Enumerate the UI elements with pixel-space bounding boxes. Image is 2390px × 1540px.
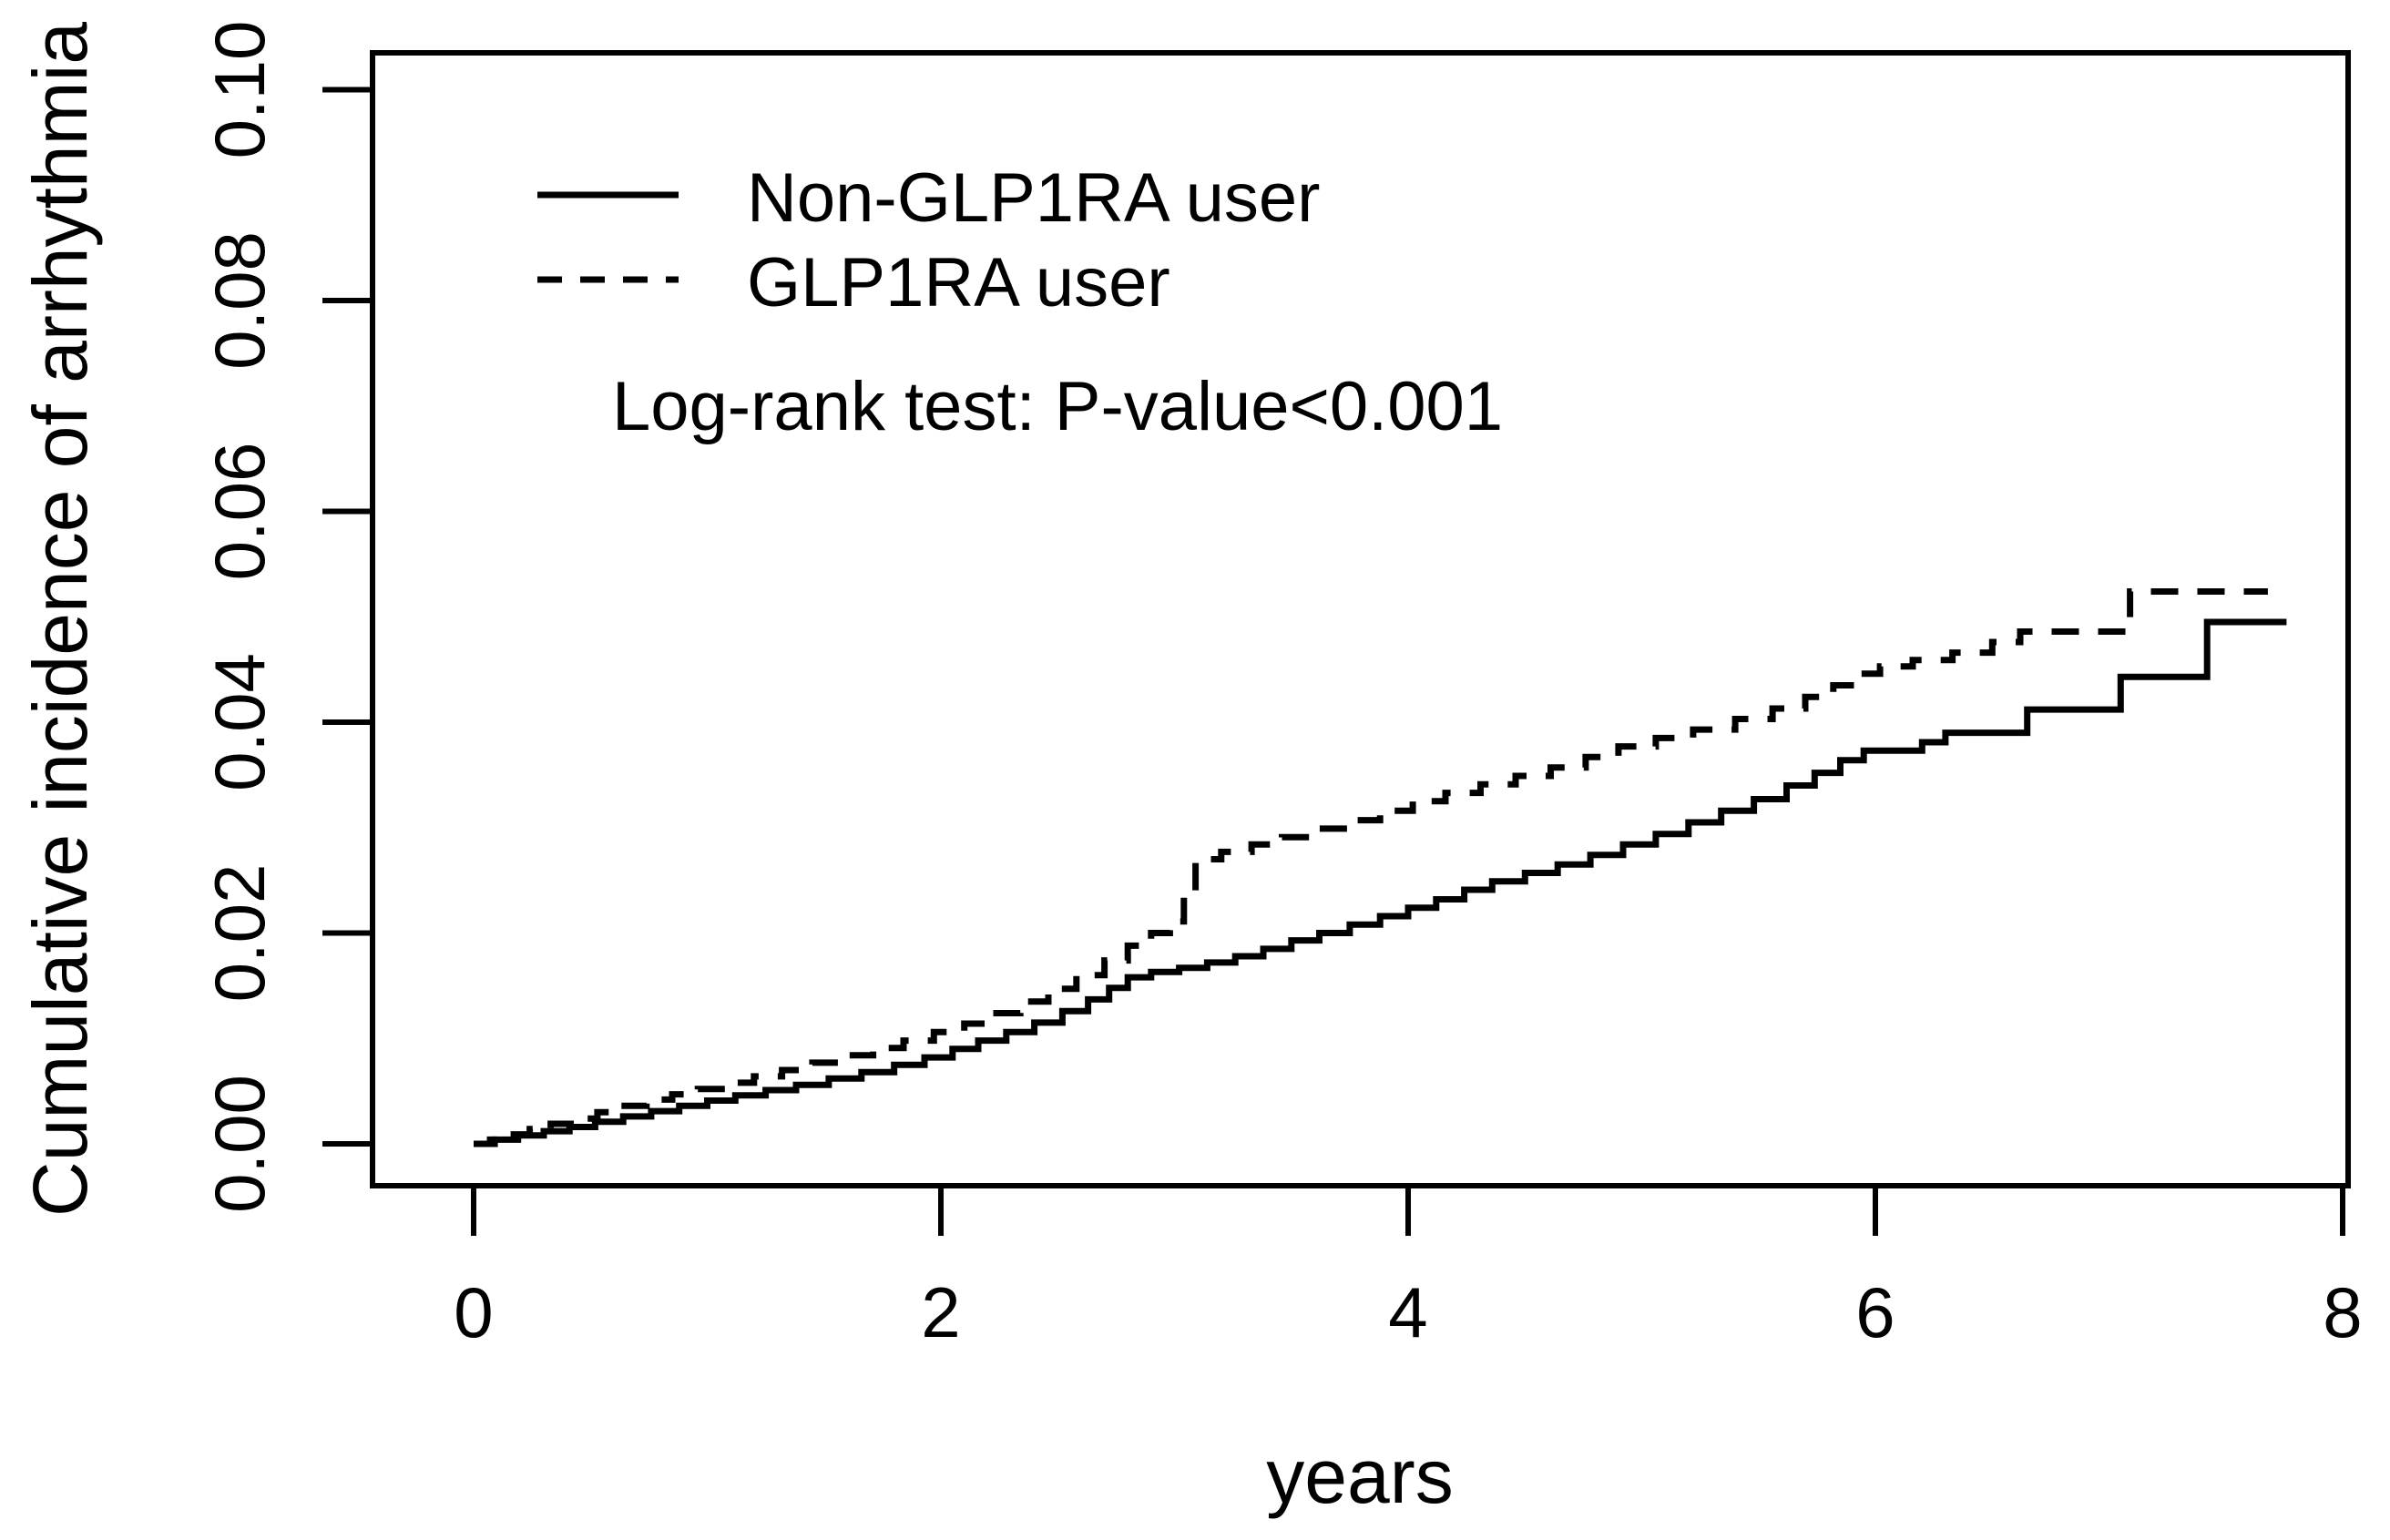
x-axis-tick-labels: 0 2 4 6 8 — [454, 1272, 2362, 1352]
legend: Non-GLP1RA user GLP1RA user — [537, 159, 1320, 321]
y-tick-label: 0.02 — [199, 864, 280, 1003]
logrank-annotation: Log-rank test: P-value<0.001 — [612, 368, 1503, 445]
x-tick-label: 6 — [1855, 1272, 1895, 1352]
y-axis-tick-labels: 0.00 0.02 0.04 0.06 0.08 0.10 — [199, 21, 280, 1213]
y-axis-ticks — [322, 87, 373, 1147]
y-tick-label: 0.04 — [199, 653, 280, 791]
x-tick-label: 4 — [1388, 1272, 1427, 1352]
legend-label-glp1ra: GLP1RA user — [747, 244, 1170, 321]
x-tick-label: 8 — [2323, 1272, 2362, 1352]
curve-non-glp1ra-user — [474, 618, 2287, 1147]
y-tick-label: 0.08 — [199, 231, 280, 370]
x-tick-label: 2 — [921, 1272, 960, 1352]
legend-label-non-glp1ra: Non-GLP1RA user — [747, 159, 1320, 237]
plot-box — [370, 50, 2351, 1188]
y-tick-label: 0.06 — [199, 443, 280, 581]
y-tick-label: 0.10 — [199, 21, 280, 159]
x-axis-title: years — [1266, 1433, 1453, 1519]
series-group — [474, 588, 2287, 1147]
x-axis-ticks — [471, 1186, 2345, 1236]
y-axis-title: Cumulative incidence of arrhythmia — [17, 22, 103, 1217]
y-tick-label: 0.00 — [199, 1075, 280, 1213]
curve-glp1ra-user — [474, 588, 2268, 1147]
x-tick-label: 0 — [454, 1272, 493, 1352]
